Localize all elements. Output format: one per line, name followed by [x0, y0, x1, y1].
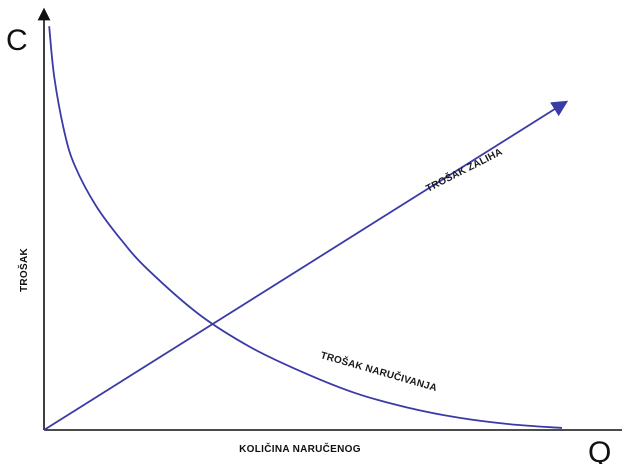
y-axis-symbol: C: [6, 24, 28, 57]
x-axis-symbol: Q: [588, 436, 611, 464]
y-axis-label: TROŠAK: [17, 248, 30, 292]
series-trosak-zaliha-line: [43, 100, 569, 431]
x-axis-label: KOLIČINA NARUČENOG: [239, 442, 361, 455]
series-label-trosak-zaliha: TROŠAK ZALIHA: [423, 145, 504, 195]
series-trosak-narucivanja-curve: [48, 26, 563, 429]
